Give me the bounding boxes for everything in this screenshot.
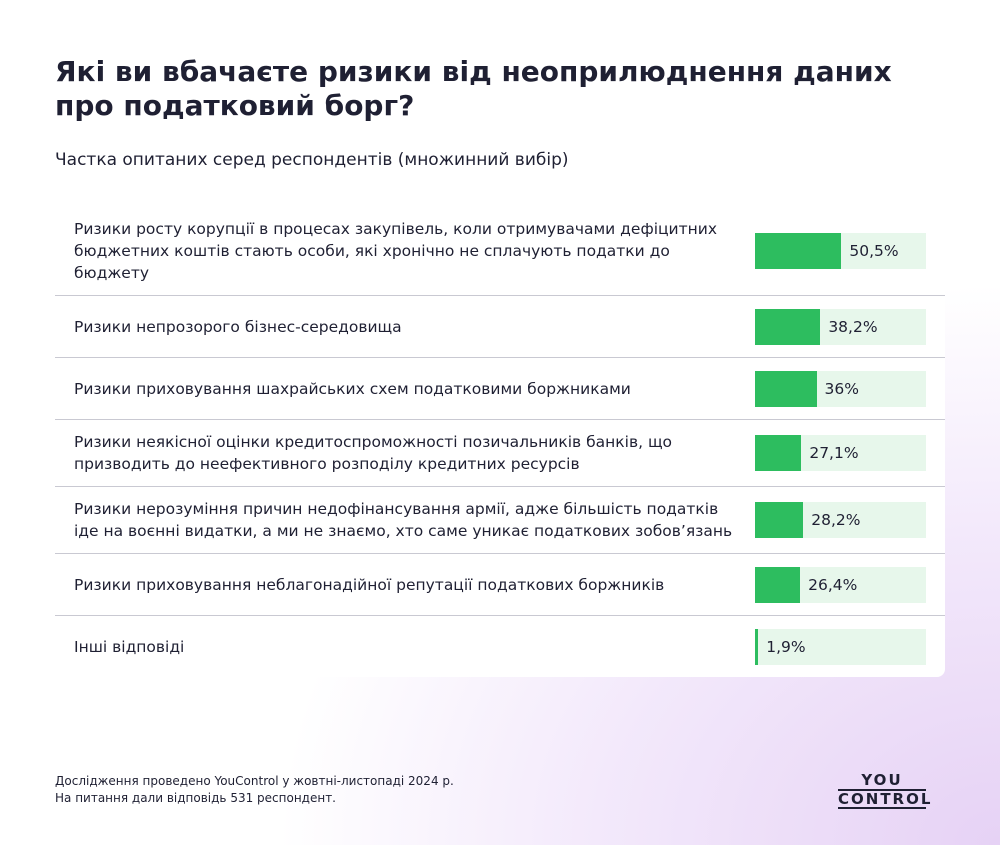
row: Ризики росту корупції в процесах закупів… — [55, 207, 945, 295]
bar — [755, 628, 759, 665]
bar — [755, 502, 804, 538]
bar-track: 38,2% — [755, 308, 926, 345]
bar — [755, 308, 821, 345]
bar-track: 27,1% — [755, 435, 926, 471]
footnote: На питання дали відповідь 531 респондент… — [55, 791, 336, 805]
bar-track: 26,4% — [755, 566, 926, 603]
category-label: Інші відповіді — [74, 637, 185, 656]
value-label: 27,1% — [809, 444, 859, 462]
bar — [755, 435, 802, 471]
logo: YOU CONTROL — [838, 772, 933, 809]
bar-track: 1,9% — [755, 628, 926, 665]
value-label: 26,4% — [808, 575, 858, 594]
logo-text: CONTROL — [838, 790, 933, 809]
chart-card: Ризики росту корупції в процесах закупів… — [55, 207, 945, 677]
value-label: 36% — [824, 379, 859, 398]
category-label: Ризики приховування неблагонадійної репу… — [74, 575, 665, 594]
row: Ризики непрозорого бізнес-середовища 38,2… — [55, 295, 945, 357]
category-label: Ризики неякісної оцінки кредитоспроможно… — [74, 433, 673, 473]
bar-track: 50,5% — [755, 233, 926, 269]
logo-text: YOU — [838, 772, 926, 791]
bar-track: 28,2% — [755, 502, 926, 538]
bar — [755, 233, 842, 269]
title: Які ви вбачаєте ризики від неоприлюдненн… — [55, 55, 892, 122]
bar — [755, 566, 801, 603]
value-label: 50,5% — [849, 242, 899, 260]
row: Ризики приховування неблагонадійної репу… — [55, 553, 945, 615]
value-label: 28,2% — [811, 511, 861, 529]
row: Інші відповіді 1,9% — [55, 615, 945, 677]
value-label: 38,2% — [828, 317, 878, 336]
category-label: Ризики нерозуміння причин недофінансуван… — [74, 500, 733, 540]
value-label: 1,9% — [766, 637, 806, 656]
bar-track: 36% — [755, 370, 926, 407]
footnotes: Дослідження проведено YouControl у жовтн… — [55, 773, 454, 807]
bar — [755, 370, 817, 407]
row: Ризики приховування шахрайських схем под… — [55, 357, 945, 419]
row: Ризики нерозуміння причин недофінансуван… — [55, 486, 945, 553]
subtitle: Частка опитаних серед респондентів (множ… — [55, 150, 569, 170]
category-label: Ризики приховування шахрайських схем под… — [74, 379, 631, 398]
category-label: Ризики росту корупції в процесах закупів… — [74, 220, 718, 282]
footnote: Дослідження проведено YouControl у жовтн… — [55, 774, 454, 788]
row: Ризики неякісної оцінки кредитоспроможно… — [55, 419, 945, 486]
category-label: Ризики непрозорого бізнес-середовища — [74, 317, 402, 336]
